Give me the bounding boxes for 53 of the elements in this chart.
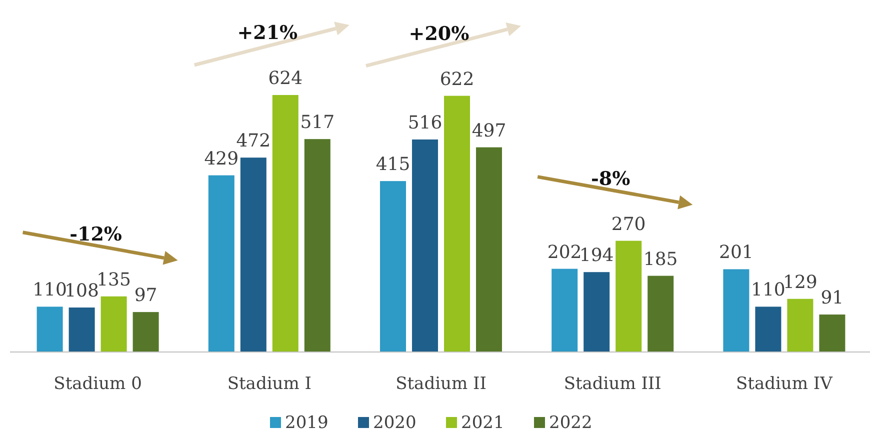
data-label: 108: [64, 280, 99, 302]
bar: [444, 96, 470, 352]
data-label: 97: [134, 285, 158, 306]
bar: [240, 158, 266, 352]
data-label: 497: [472, 120, 506, 142]
annotation: -8%: [591, 168, 630, 190]
bar: [36, 306, 63, 352]
text: +20%: [408, 22, 470, 45]
x-tick-label: Stadium IV: [736, 374, 834, 394]
bar: [304, 139, 330, 352]
data-label: 135: [96, 269, 131, 290]
bar: [616, 240, 642, 352]
bar: [787, 298, 814, 352]
text: +21%: [237, 22, 298, 44]
legend-label: 2021: [461, 413, 504, 433]
data-label: 517: [300, 112, 335, 134]
bar: [132, 312, 159, 352]
bar: [723, 269, 750, 352]
bar: [476, 147, 502, 352]
data-label: 185: [643, 248, 678, 270]
data-label: 622: [440, 68, 474, 90]
x-tick-label: Stadium 0: [54, 374, 142, 394]
bar: [100, 296, 127, 352]
bar: [819, 314, 846, 352]
bar: [380, 181, 406, 352]
data-label: 429: [204, 148, 239, 170]
data-label: 516: [408, 112, 442, 134]
data-label: 624: [268, 68, 303, 89]
bar: [584, 272, 610, 352]
bar: [208, 175, 234, 352]
x-tick-label: Stadium I: [227, 374, 312, 394]
bar: [552, 268, 578, 352]
data-label: 415: [376, 154, 410, 176]
data-label: 110: [751, 280, 786, 301]
data-label: 194: [579, 245, 614, 266]
x-tick-label: Stadium II: [396, 374, 486, 394]
data-label: 201: [719, 242, 754, 264]
bar: [755, 306, 782, 352]
data-label: 472: [236, 130, 271, 152]
data-label: 270: [611, 214, 646, 235]
legend-label: 2019: [285, 413, 328, 433]
data-label: 110: [32, 280, 67, 301]
bar: [412, 139, 438, 352]
data-label: 129: [783, 272, 818, 293]
annotation: -12%: [70, 223, 122, 246]
data-label: 202: [547, 242, 582, 263]
legend-label: 2020: [373, 413, 416, 433]
x-tick-label: Stadium III: [564, 374, 662, 394]
bar: [272, 95, 298, 352]
data-label: 91: [820, 288, 844, 309]
bar: [68, 308, 95, 352]
legend-label: 2022: [549, 413, 592, 433]
bar: [648, 276, 674, 352]
